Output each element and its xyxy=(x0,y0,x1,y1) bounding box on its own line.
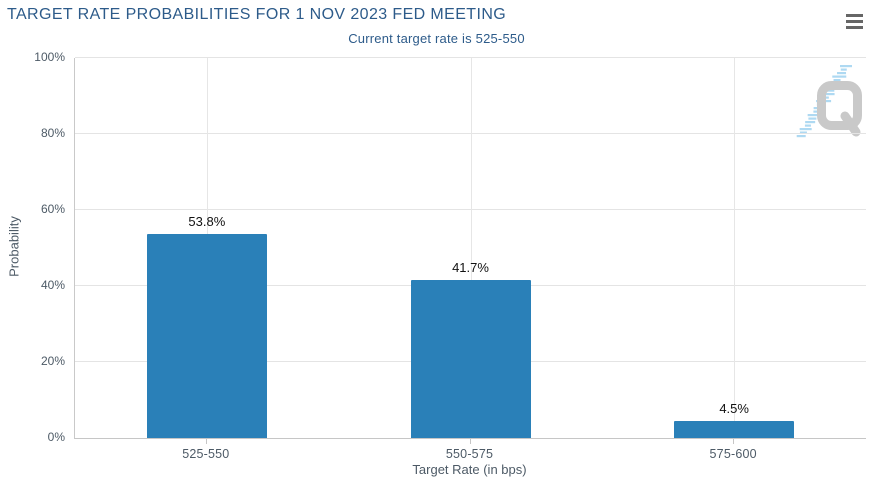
x-axis-tick xyxy=(469,439,471,444)
plot-area: 53.8% 41.7% 4.5% xyxy=(74,57,866,439)
x-axis-tick xyxy=(205,439,207,444)
chart-title: TARGET RATE PROBABILITIES FOR 1 NOV 2023… xyxy=(7,6,507,23)
x-axis-title: Target Rate (in bps) xyxy=(412,462,527,477)
bar-525-550[interactable] xyxy=(146,233,267,438)
x-gridline xyxy=(734,58,736,438)
y-axis-tick-label: 0% xyxy=(47,430,65,444)
y-axis-tick-label: 20% xyxy=(40,354,65,368)
y-axis-tick-label: 80% xyxy=(40,126,65,140)
bar-value-label: 53.8% xyxy=(188,213,226,229)
quikstrike-watermark-icon xyxy=(796,65,862,138)
y-axis-tick-label: 40% xyxy=(40,278,65,292)
x-axis-tick-label: 550-575 xyxy=(445,447,494,461)
hamburger-menu-icon xyxy=(844,14,864,29)
chart-context-menu-button[interactable] xyxy=(841,11,867,35)
x-axis-tick-label: 575-600 xyxy=(709,447,757,461)
bar-value-label: 4.5% xyxy=(719,400,749,416)
x-axis-tick-label: 525-550 xyxy=(182,447,230,461)
bar-value-label: 41.7% xyxy=(452,259,489,275)
x-axis-tick xyxy=(733,439,735,444)
chart-subtitle: Current target rate is 525-550 xyxy=(348,31,525,46)
y-axis-tick-label: 100% xyxy=(34,50,65,64)
y-axis-tick-label: 60% xyxy=(40,202,65,216)
x-gridline xyxy=(470,58,472,438)
y-gridline xyxy=(75,57,866,58)
bar-575-600[interactable] xyxy=(674,420,795,438)
bar-550-575[interactable] xyxy=(410,279,531,438)
